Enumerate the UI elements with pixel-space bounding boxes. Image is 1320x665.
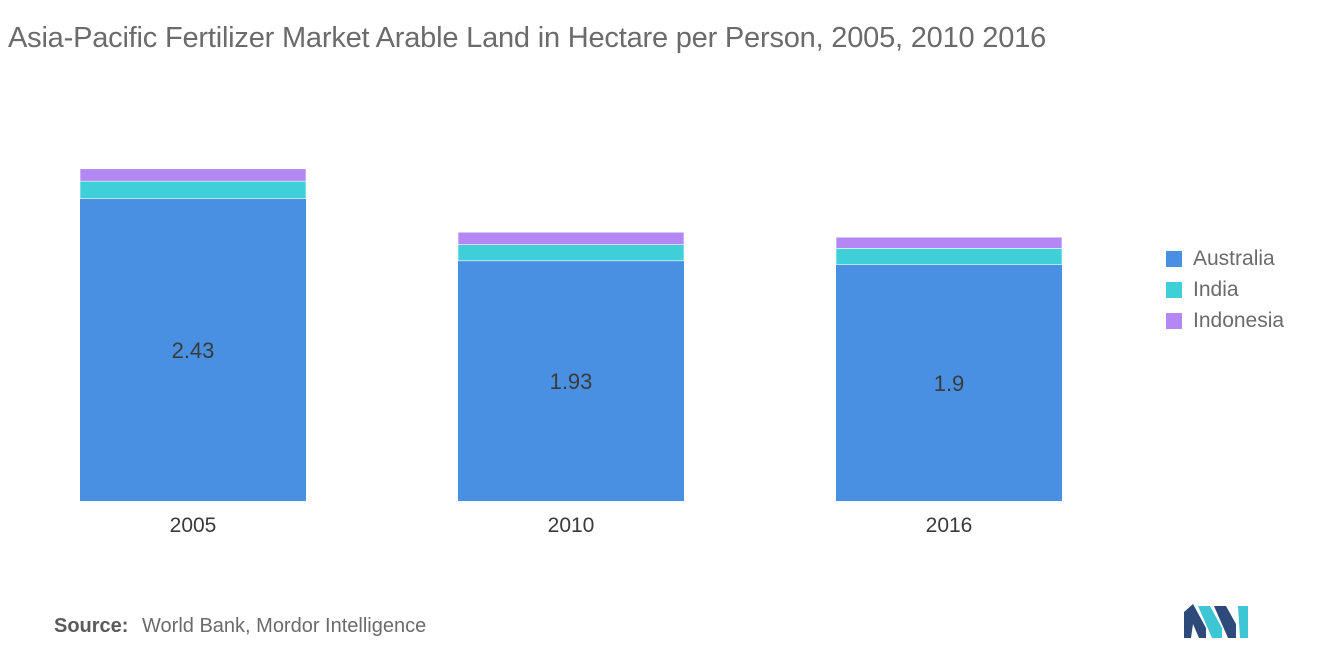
bar-australia-2005	[80, 198, 306, 501]
legend-swatch-indonesia	[1166, 312, 1182, 329]
x-tick-label-2016: 2016	[926, 514, 973, 537]
mordor-intelligence-logo	[1184, 604, 1248, 638]
chart-title: Asia-Pacific Fertilizer Market Arable La…	[8, 22, 1047, 54]
bar-india-2005	[79, 180, 307, 199]
data-label-australia-2005: 2.43	[172, 338, 215, 363]
data-label-australia-2016: 1.9	[934, 371, 965, 396]
bar-australia-2010	[458, 260, 684, 501]
legend-swatch-india	[1166, 281, 1182, 298]
legend-item-indonesia: Indonesia	[1166, 305, 1284, 336]
chart-legend: Australia India Indonesia	[1166, 243, 1284, 336]
legend-item-australia: Australia	[1166, 243, 1284, 274]
bar-india-2016	[835, 248, 1063, 265]
legend-label-indonesia: Indonesia	[1193, 308, 1285, 332]
bar-india-2010	[457, 244, 685, 262]
bar-indonesia-2010	[457, 231, 685, 245]
x-tick-label-2010: 2010	[548, 514, 595, 537]
legend-label-india: India	[1193, 277, 1239, 301]
source-label: Source:	[54, 615, 129, 637]
data-label-australia-2010: 1.93	[550, 369, 593, 394]
stacked-bar-chart: 2.43 2005 1.93 2010 1.9 2016	[79, 168, 1063, 537]
source-note: Source: World Bank, Mordor Intelligence	[54, 615, 426, 638]
bar-indonesia-2005	[79, 168, 307, 182]
legend-swatch-australia	[1166, 250, 1182, 267]
bar-australia-2016	[836, 264, 1062, 501]
x-tick-label-2005: 2005	[170, 514, 217, 537]
source-text: World Bank, Mordor Intelligence	[142, 615, 427, 637]
bar-indonesia-2016	[835, 236, 1063, 249]
legend-item-india: India	[1166, 274, 1284, 305]
legend-label-australia: Australia	[1193, 246, 1275, 270]
